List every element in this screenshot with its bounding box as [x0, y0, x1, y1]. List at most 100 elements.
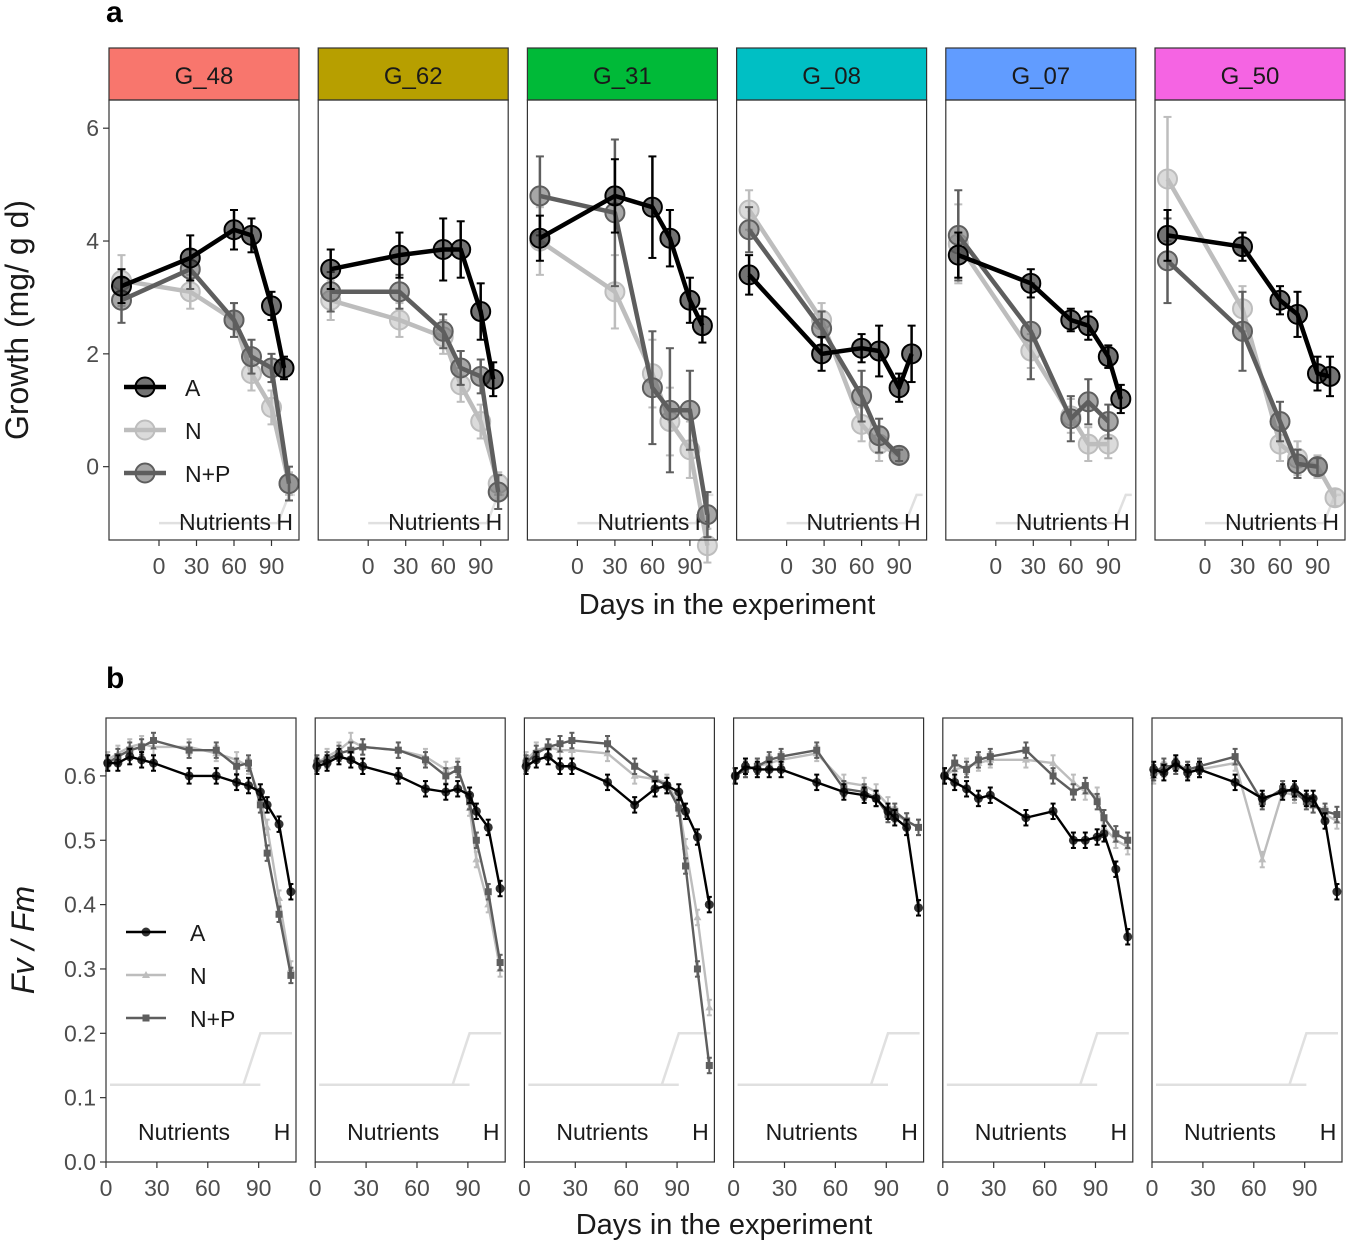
data-point [450, 238, 472, 260]
data-point [211, 771, 221, 781]
data-point [454, 765, 462, 773]
data-point [450, 357, 472, 379]
data-point [263, 849, 271, 857]
data-point [241, 224, 262, 246]
x-tick-label: 30 [981, 1175, 1007, 1201]
nutrients-label: Nutrients [179, 509, 271, 535]
data-point [1048, 806, 1058, 816]
facet-strip-label: G_48 [175, 63, 234, 90]
h-label: H [1320, 1119, 1337, 1145]
data-point [320, 258, 342, 280]
legend-swatch-marker [134, 419, 156, 441]
data-point [241, 346, 262, 368]
data-point [138, 743, 146, 751]
data-point [939, 771, 949, 781]
series-a [529, 155, 713, 344]
h-ramp [1288, 1032, 1338, 1086]
series-a [1149, 754, 1342, 901]
nutrients-label: Nutrients [597, 509, 689, 535]
x-tick-label: 60 [823, 1175, 849, 1201]
data-point [868, 340, 890, 362]
data-point [1077, 315, 1099, 337]
x-tick-label: 90 [455, 1175, 481, 1201]
data-point [1269, 289, 1291, 311]
data-point [1123, 932, 1133, 942]
data-point [662, 781, 672, 791]
y-tick-label: 2 [86, 341, 99, 367]
facet-strip-label: G_08 [802, 63, 861, 90]
data-point [705, 1061, 713, 1069]
data-point [765, 756, 773, 764]
data-point [312, 761, 322, 771]
data-point [483, 822, 493, 832]
h-ramp [1113, 493, 1132, 524]
facet-g-48-growth: G_48 Nutrients H 0 30 60 90 [108, 47, 300, 579]
legend-swatch-marker [142, 1014, 150, 1022]
data-point [651, 775, 659, 783]
data-point [278, 473, 300, 495]
data-point [1049, 759, 1058, 766]
data-point [1307, 456, 1328, 478]
data-point [1093, 798, 1101, 806]
data-point [103, 758, 113, 768]
legend: AN N+P [126, 920, 235, 1032]
x-tick-label: 0 [989, 553, 1002, 579]
h-label: H [1113, 509, 1130, 535]
data-point [1287, 303, 1308, 325]
data-point [704, 900, 714, 910]
data-point [185, 746, 193, 754]
series-line [943, 748, 1129, 842]
data-point [442, 772, 450, 780]
data-point [1324, 487, 1346, 509]
series-np [738, 206, 910, 466]
data-point [1159, 768, 1169, 778]
x-tick-label: 0 [936, 1175, 949, 1201]
data-point [262, 800, 272, 810]
series-a [111, 209, 295, 381]
h-label: H [901, 1119, 918, 1145]
x-tick-label: 0 [1199, 553, 1212, 579]
series-line [1153, 761, 1338, 861]
data-point [1308, 793, 1318, 803]
data-point [641, 377, 663, 399]
data-point [470, 301, 492, 323]
nutrients-label: Nutrients [1225, 509, 1317, 535]
x-tick-label: 0 [153, 553, 166, 579]
data-point [555, 761, 565, 771]
data-point [346, 755, 356, 765]
legend-label: A [185, 375, 201, 401]
series-a [103, 747, 296, 901]
series-a [312, 747, 505, 898]
series-n [312, 731, 505, 978]
h-label: H [1322, 509, 1339, 535]
data-point [1301, 793, 1311, 803]
x-tick-label: 0 [100, 1175, 113, 1201]
facet-g-08-growth: G_08 Nutrients H 0 30 60 90 [735, 47, 928, 579]
data-point [472, 836, 480, 844]
data-point [696, 504, 718, 526]
data-point [388, 281, 410, 303]
data-point [630, 771, 639, 779]
h-ramp [1079, 1032, 1129, 1086]
data-point [1171, 758, 1181, 768]
data-point [752, 764, 762, 774]
x-tick-label: 90 [1083, 1175, 1109, 1201]
y-tick-label: 0.2 [64, 1020, 96, 1046]
data-point [604, 185, 626, 207]
data-point [693, 913, 702, 921]
h-ramp [869, 1032, 920, 1086]
facet-border [942, 717, 1134, 1163]
data-point [1320, 816, 1330, 826]
data-point [1321, 807, 1329, 815]
facet-border [732, 717, 925, 1163]
legend-entry-a: A [124, 375, 201, 401]
x-tick-label: 30 [1230, 553, 1256, 579]
x-tick-label: 90 [259, 553, 285, 579]
data-point [1077, 391, 1099, 413]
data-point [421, 756, 429, 764]
y-tick-label: 0.5 [64, 827, 96, 853]
data-point [675, 804, 683, 812]
